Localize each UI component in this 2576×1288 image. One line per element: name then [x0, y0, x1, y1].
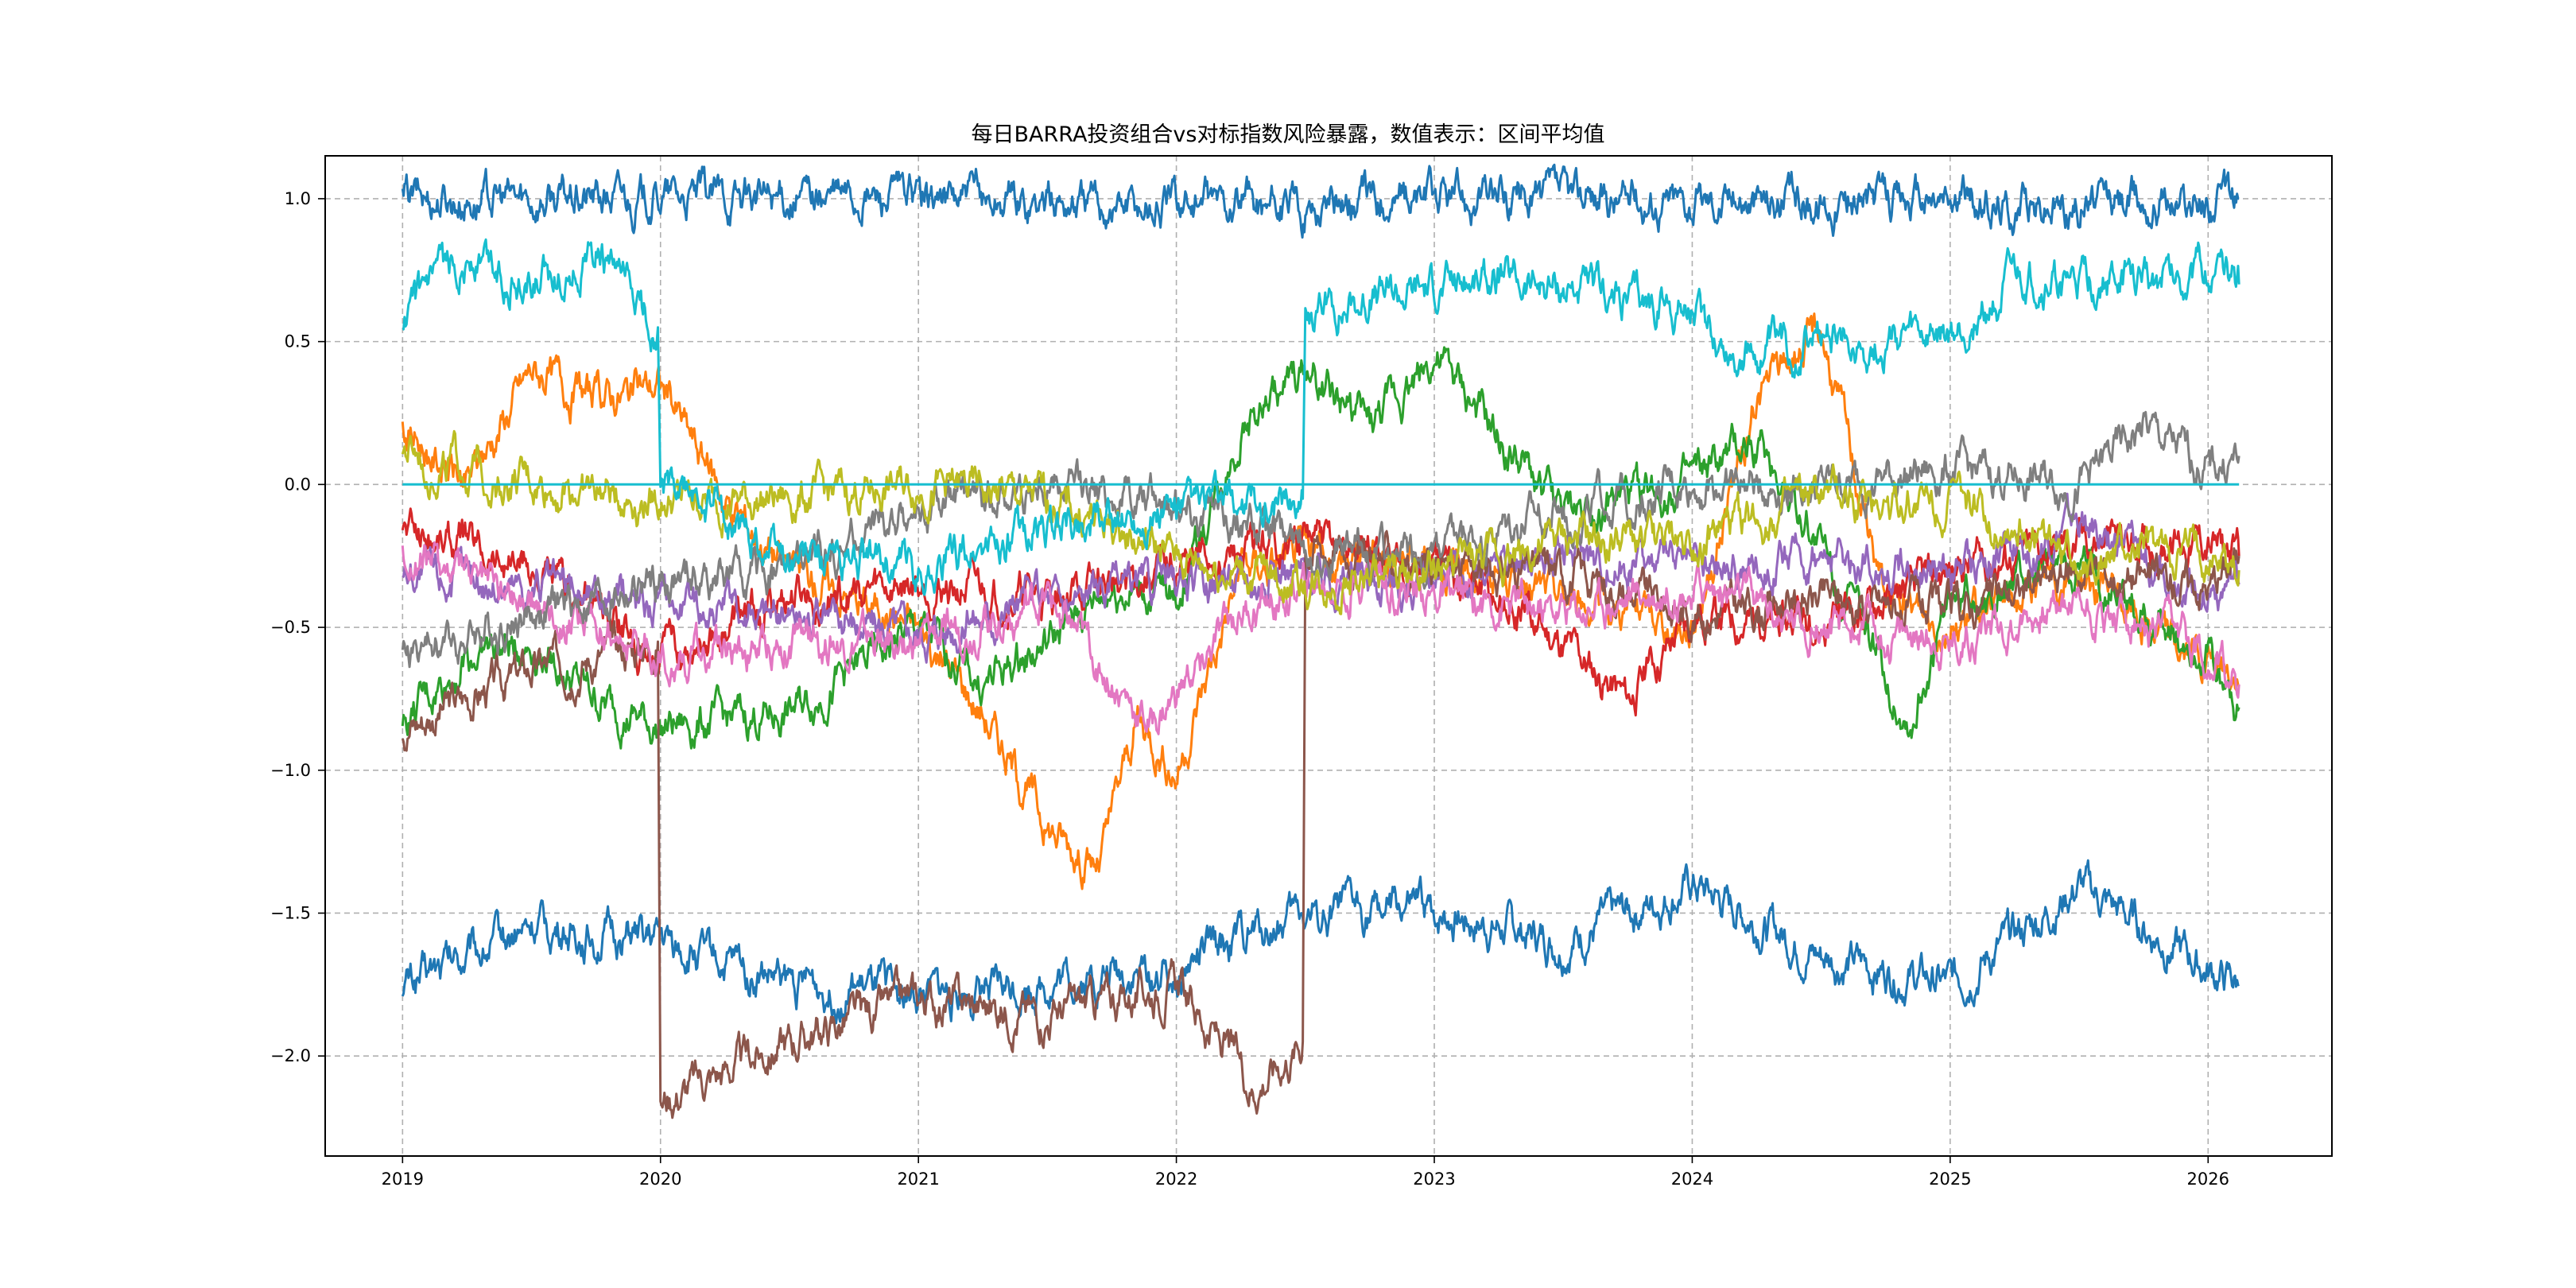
- series-line-4: [401, 346, 2240, 750]
- series-line-2: [401, 163, 2240, 239]
- series-line-10: [401, 429, 2240, 615]
- y-tick-label: −1.5: [270, 903, 311, 922]
- x-tick-label: 2021: [897, 1170, 939, 1189]
- y-tick-label: 0.5: [285, 332, 311, 351]
- series-line-5: [401, 507, 2240, 717]
- x-tick-label: 2025: [1929, 1170, 1971, 1189]
- chart-title: 每日BARRA投资组合vs对标指数风险暴露，数值表示：区间平均值: [972, 122, 1605, 147]
- series-line-11: [402, 238, 2240, 596]
- series-lines: [401, 163, 2240, 1119]
- x-tick-label: 2019: [382, 1170, 424, 1189]
- y-tick-label: 0.0: [285, 475, 311, 494]
- y-tick-label: 1.0: [285, 189, 311, 208]
- series-line-7: [401, 530, 2240, 1119]
- y-tick-label: −2.0: [270, 1046, 311, 1065]
- y-tick-label: −1.0: [270, 761, 311, 780]
- y-tick-label: −0.5: [270, 618, 311, 637]
- x-tick-label: 2020: [639, 1170, 681, 1189]
- x-tick-label: 2022: [1155, 1170, 1197, 1189]
- x-tick-label: 2024: [1671, 1170, 1713, 1189]
- x-tick-label: 2023: [1413, 1170, 1455, 1189]
- x-tick-label: 2026: [2187, 1170, 2229, 1189]
- series-line-1: [401, 859, 2240, 1025]
- series-line-9: [401, 410, 2240, 669]
- plot-frame: [324, 155, 2333, 1157]
- axis-ticks: 1.0 0.5 0.0 −0.5 −1.0 −1.5 −2.0 2019 2020 2021 202…: [270, 189, 2229, 1189]
